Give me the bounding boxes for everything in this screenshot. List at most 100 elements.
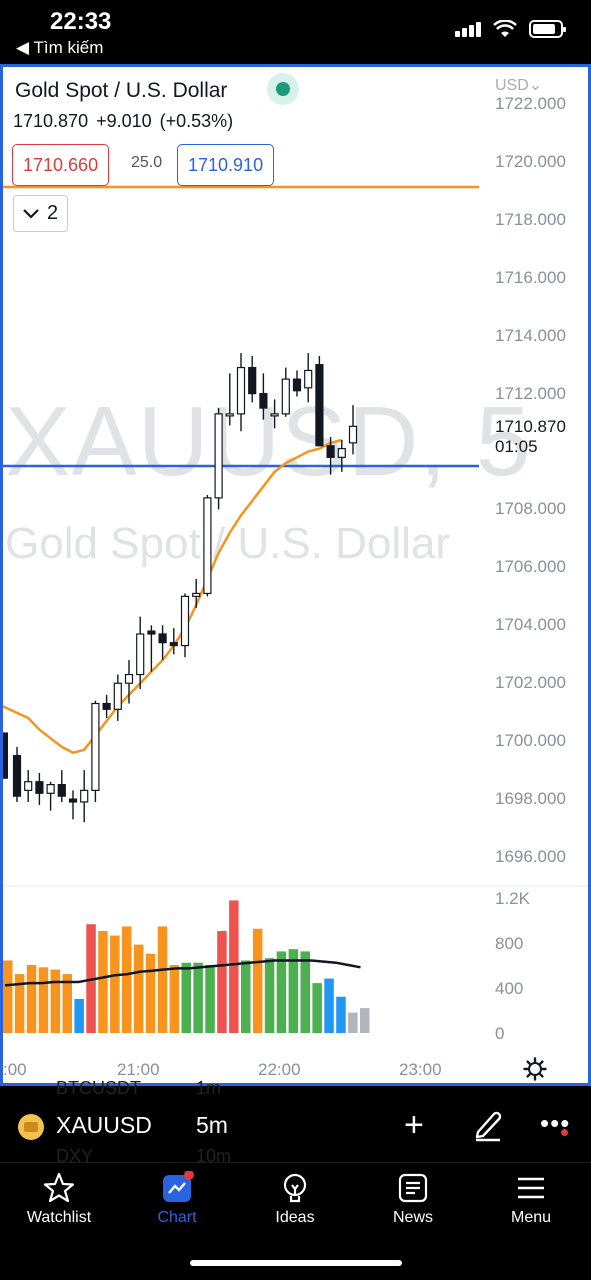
price-change: +9.010 xyxy=(96,111,152,131)
buy-button[interactable]: 1710.910 xyxy=(177,144,275,186)
volume-bar xyxy=(110,935,120,1033)
interval-button[interactable]: 5m xyxy=(196,1112,228,1138)
candle xyxy=(203,497,212,595)
market-open-icon xyxy=(267,73,299,105)
back-to-search-link[interactable]: ◀ Tìm kiếm xyxy=(16,38,104,57)
tab-news-label: News xyxy=(392,1209,433,1226)
price-axis-tick: 1698.000 xyxy=(495,789,566,809)
candle xyxy=(113,682,122,710)
candle xyxy=(12,755,22,797)
price-axis-tick: 1718.000 xyxy=(495,209,566,229)
price-summary: 1710.870 +9.010 (+0.53%) xyxy=(13,111,241,132)
volume-bar xyxy=(38,967,49,1033)
price-axis-tick: 1716.000 xyxy=(495,267,566,287)
candle xyxy=(259,393,268,409)
sell-button[interactable]: 1710.660 xyxy=(12,144,110,186)
volume-axis-tick: 800 xyxy=(495,934,524,953)
volume-bar xyxy=(241,960,251,1033)
status-bar: 22:33 ◀ Tìm kiếm xyxy=(0,0,591,64)
candle xyxy=(35,781,44,794)
tab-menu[interactable]: Menu xyxy=(476,1171,586,1227)
candle xyxy=(304,369,313,389)
symbol-title[interactable]: Gold Spot / U.S. Dollar xyxy=(15,79,228,102)
battery-icon xyxy=(529,20,566,38)
tab-menu-label: Menu xyxy=(510,1209,552,1226)
price-axis-tick: 1714.000 xyxy=(495,325,566,345)
drawing-tools-icon[interactable] xyxy=(470,1106,506,1142)
volume-bar xyxy=(252,928,263,1033)
candle xyxy=(315,364,324,447)
volume-bar xyxy=(288,949,299,1033)
volume-bar xyxy=(193,962,203,1033)
currency-selector[interactable]: USD⌄ xyxy=(495,77,543,94)
symbol-toolbar: BTCUSDT 1m DXY 10m XAUUSD 5m + ••• xyxy=(0,1078,591,1166)
volume-axis-tick: 1.2K xyxy=(495,889,530,908)
tab-ideas-label: Ideas xyxy=(275,1209,315,1226)
time-axis-tick: 23:00 xyxy=(399,1060,442,1079)
volume-ma-line xyxy=(4,959,361,987)
candle xyxy=(270,413,279,417)
indicators-toggle-button[interactable]: 2 xyxy=(13,195,68,232)
ghost-symbol: BTCUSDT xyxy=(56,1078,141,1098)
tab-watchlist-label: Watchlist xyxy=(26,1209,92,1226)
ghost-interval: 1m xyxy=(196,1078,222,1098)
chevron-down-icon xyxy=(23,208,39,219)
time-axis-tick: 21:00 xyxy=(117,1060,160,1079)
candle xyxy=(46,783,55,794)
candle xyxy=(337,448,346,458)
newspaper-icon xyxy=(398,1173,428,1203)
volume-bar xyxy=(217,931,227,1033)
volume-bar xyxy=(276,951,287,1033)
volume-bar xyxy=(300,951,310,1033)
candle xyxy=(292,378,302,392)
gear-icon[interactable] xyxy=(523,1057,547,1081)
indicators-count: 2 xyxy=(46,202,59,224)
candle xyxy=(225,413,234,417)
add-icon[interactable]: + xyxy=(404,1106,424,1144)
candle xyxy=(147,630,156,635)
time-axis-tick: 22:00 xyxy=(258,1060,301,1079)
bar-countdown: 01:05 xyxy=(495,437,538,456)
price-axis-tick: 1696.000 xyxy=(495,847,566,866)
tab-news[interactable]: News xyxy=(358,1171,468,1227)
volume-bar xyxy=(264,958,275,1033)
price-axis-tick: 1704.000 xyxy=(495,615,566,635)
volume-bar xyxy=(26,965,37,1033)
candle xyxy=(248,366,257,395)
volume-bar xyxy=(145,953,156,1033)
candle xyxy=(158,633,167,644)
volume-bar xyxy=(3,960,13,1033)
volume-bar xyxy=(324,978,334,1033)
candle xyxy=(180,595,190,647)
price-axis-tick: 1702.000 xyxy=(495,673,566,693)
tab-chart[interactable]: Chart xyxy=(122,1171,232,1227)
tab-ideas[interactable]: Ideas xyxy=(240,1171,350,1227)
price-chart[interactable] xyxy=(3,67,588,1083)
time-axis-tick: :00 xyxy=(3,1060,27,1079)
volume-bar xyxy=(122,926,132,1033)
price-axis-tick: 1706.000 xyxy=(495,557,566,577)
volume-bar xyxy=(50,969,61,1033)
last-price-label: 1710.870 01:05 xyxy=(495,417,566,457)
candle xyxy=(192,592,201,597)
candle xyxy=(24,781,33,791)
cellular-signal-icon xyxy=(455,21,481,37)
volume-bar xyxy=(336,996,346,1033)
candle xyxy=(326,445,335,458)
wifi-icon xyxy=(493,20,517,37)
candle xyxy=(91,702,100,791)
clock: 22:33 xyxy=(50,8,112,35)
chart-panel[interactable]: XAUUSD, 5 Gold Spot / U.S. Dollar Gold S… xyxy=(0,64,591,1086)
symbol-search-button[interactable]: XAUUSD xyxy=(56,1112,152,1138)
status-icons xyxy=(455,20,566,38)
volume-bar xyxy=(157,926,168,1033)
moving-average-line xyxy=(3,438,343,755)
candle xyxy=(236,366,246,415)
description-watermark: Gold Spot / U.S. Dollar xyxy=(5,519,451,568)
ghost-interval-2: 10m xyxy=(196,1146,232,1166)
hamburger-menu-icon xyxy=(518,1177,544,1199)
tab-watchlist[interactable]: Watchlist xyxy=(4,1171,114,1227)
ghost-symbol-2: DXY xyxy=(56,1146,94,1166)
price-axis-tick: 1722.000 xyxy=(495,94,566,113)
candle xyxy=(57,783,66,797)
